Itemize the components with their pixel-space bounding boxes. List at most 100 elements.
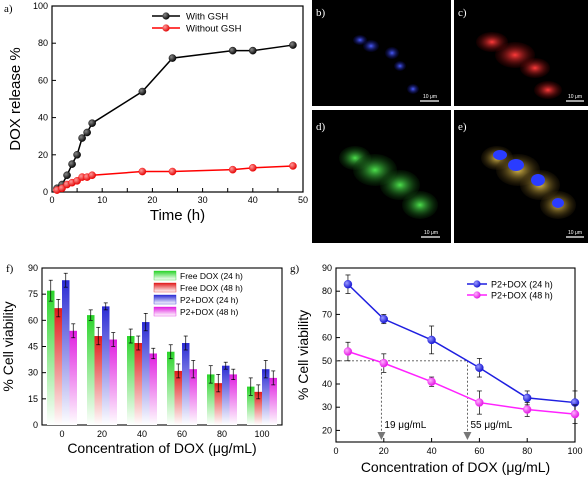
y-tick-label-g: 20 [322, 425, 332, 435]
legend-marker-a-1 [162, 24, 170, 32]
bar-f-3 [149, 353, 157, 425]
data-point-a-0 [168, 54, 177, 62]
micrograph-d: d) 10 μm [312, 110, 451, 243]
legend-label-f-1: Free DOX (48 h) [180, 283, 243, 293]
data-point-g-0 [427, 335, 436, 345]
x-tick-label-f: 60 [177, 429, 187, 439]
data-point-a-0 [83, 128, 91, 137]
x-tick-label-f: 40 [137, 429, 147, 439]
legend-label-a-0: With GSH [186, 12, 228, 23]
bar-f-1 [94, 336, 102, 425]
bar-f-3 [189, 369, 197, 425]
y-tick-label-a: 40 [38, 113, 48, 123]
plot-frame-a [51, 5, 304, 193]
micrograph-label-d: d) [316, 121, 326, 133]
bar-f-0 [87, 315, 95, 425]
bar-f-2 [142, 322, 150, 425]
data-point-a-0 [73, 150, 81, 159]
y-tick-label-g: 60 [322, 333, 332, 343]
scale-bar-label-e: 10 μm [568, 230, 582, 236]
data-point-a-0 [248, 46, 257, 55]
micrograph-c: c) 10 μm [454, 0, 588, 106]
legend-marker-g-1 [473, 291, 481, 299]
data-point-g-0 [343, 280, 353, 289]
series-line-g-1 [347, 350, 576, 415]
bar-f-3 [229, 374, 237, 425]
x-axis-label-g: Concentration of DOX (μg/mL) [361, 459, 550, 475]
y-axis-label-a: DOX release % [7, 47, 24, 150]
x-tick-label-a: 30 [198, 195, 208, 205]
y-tick-label-f: 90 [28, 263, 38, 273]
data-point-g-0 [379, 314, 388, 324]
micrograph-e: e) 10 μm [454, 110, 588, 243]
bar-f-2 [262, 369, 270, 425]
y-axis-label-g: % Cell viability [295, 310, 311, 400]
bar-f-0 [207, 374, 215, 425]
x-tick-label-a: 10 [97, 195, 107, 205]
data-point-a-0 [68, 160, 76, 168]
chart-a: 0 10 20 30 40 50 0 20 40 60 80 100 Time (h) DOX relea… [7, 1, 308, 224]
x-tick-label-g: 100 [567, 446, 582, 456]
x-tick-label-f: 0 [59, 429, 64, 439]
data-point-g-1 [343, 347, 353, 356]
bar-f-2 [62, 280, 70, 425]
data-point-a-1 [88, 171, 96, 180]
bar-f-2 [102, 306, 110, 425]
legend-marker-g-0 [473, 280, 481, 288]
y-tick-label-f: 0 [33, 420, 38, 430]
ic50-annotation: 55 μg/mL [470, 420, 512, 431]
y-tick-label-g: 40 [322, 379, 332, 389]
scale-bar-label-d: 10 μm [424, 230, 438, 236]
data-point-g-1 [475, 398, 484, 407]
bar-f-0 [47, 290, 55, 425]
y-tick-label-g: 80 [322, 286, 332, 296]
data-point-a-0 [138, 87, 147, 96]
y-tick-label-a: 80 [38, 38, 48, 48]
data-point-a-0 [63, 171, 71, 180]
y-tick-label-g: 70 [322, 309, 332, 319]
data-point-a-0 [228, 46, 237, 55]
legend-label-a-1: Without GSH [186, 24, 242, 35]
data-point-a-1 [168, 167, 177, 176]
micrograph-b: b) 10 μm [312, 0, 451, 106]
legend-marker-a-0 [162, 12, 170, 20]
series-line-g-0 [347, 283, 576, 404]
data-point-g-1 [427, 377, 436, 386]
x-axis-label-a: Time (h) [150, 207, 205, 224]
data-point-a-1 [138, 167, 147, 176]
data-point-g-1 [523, 405, 532, 414]
legend-label-g-1: P2+DOX (48 h) [491, 291, 553, 301]
micrograph-label-b: b) [316, 7, 326, 19]
y-tick-label-g: 30 [322, 402, 332, 412]
y-tick-label-g: 90 [322, 263, 332, 273]
x-axis-label-f: Concentration of DOX (μg/mL) [67, 440, 256, 456]
y-tick-label-a: 20 [38, 150, 48, 160]
data-point-g-0 [475, 363, 484, 372]
x-tick-label-g: 20 [379, 446, 389, 456]
x-tick-label-g: 80 [522, 446, 532, 456]
panel-label-f: f) [6, 263, 14, 275]
y-axis-label-f: % Cell viability [0, 301, 16, 391]
bar-f-1 [254, 391, 262, 425]
bar-f-0 [127, 336, 135, 425]
y-tick-label-a: 60 [38, 75, 48, 85]
data-point-a-0 [78, 134, 86, 142]
data-point-g-0 [523, 393, 532, 403]
x-tick-label-a: 50 [298, 195, 308, 205]
x-tick-label-f: 20 [97, 429, 107, 439]
data-point-g-1 [379, 358, 388, 368]
y-tick-label-a: 100 [33, 1, 48, 11]
x-tick-label-g: 0 [333, 446, 338, 456]
bar-f-1 [134, 343, 142, 425]
micrograph-label-c: c) [458, 7, 467, 19]
data-point-a-0 [88, 119, 96, 127]
bar-f-2 [182, 343, 190, 425]
series-line-a-0 [56, 44, 294, 189]
legend-swatch-f-0 [153, 270, 177, 281]
ic50-annotation: 19 μg/mL [384, 420, 426, 431]
data-point-g-1 [570, 409, 580, 419]
data-point-a-0 [289, 41, 297, 49]
legend-label-f-2: P2+DOX (24 h) [180, 295, 239, 305]
x-tick-label-g: 40 [427, 446, 437, 456]
scale-bar-label-c: 10 μm [568, 94, 582, 100]
